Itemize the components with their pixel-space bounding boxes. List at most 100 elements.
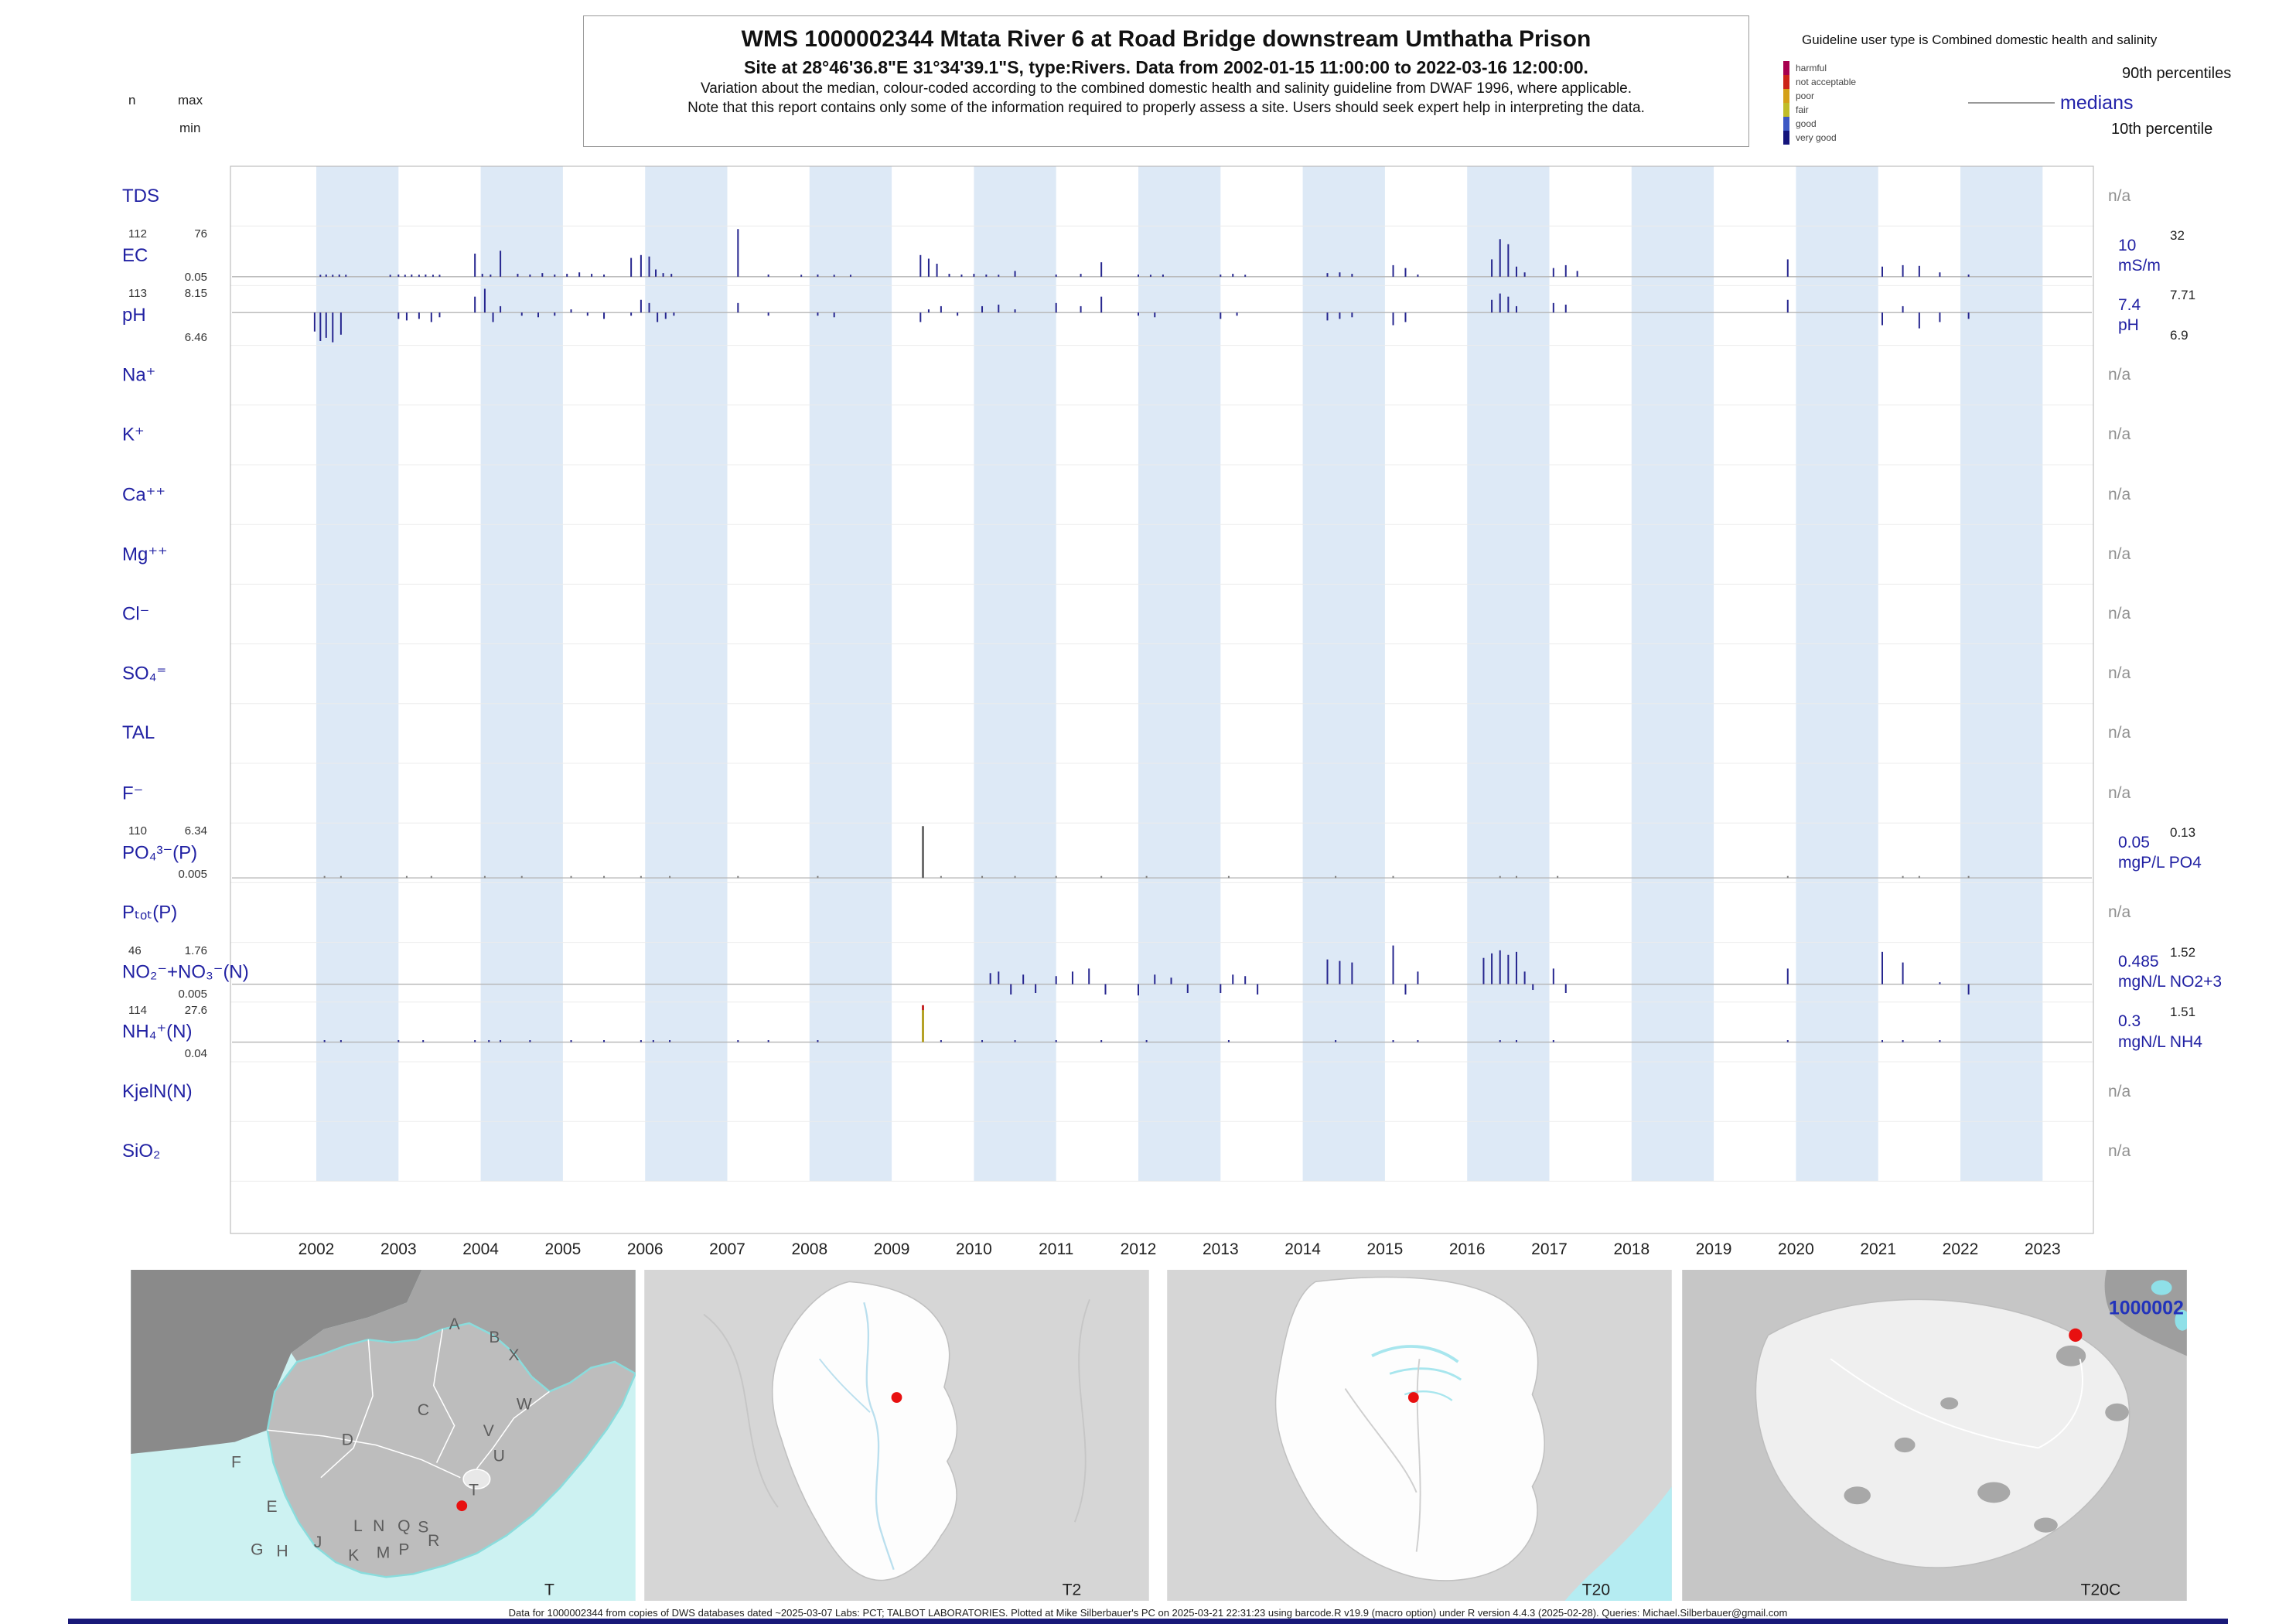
param-label: Ca⁺⁺ [122, 484, 166, 506]
region-letter-L: L [353, 1517, 363, 1535]
region-letter-B: B [489, 1329, 500, 1346]
urban-area [1977, 1482, 2011, 1503]
map-quaternary-catchment-T20C: 1000002 T20C [1682, 1270, 2190, 1601]
map-t20-svg: T20 [1167, 1270, 1672, 1601]
row-summary: 10 mS/m 32 [2097, 226, 2292, 285]
param-label: Cl⁻ [122, 603, 150, 625]
report-title: WMS 1000002344 Mtata River 6 at Road Bri… [741, 26, 1592, 52]
provenance-footer: Data for 1000002344 from copies of DWS d… [508, 1607, 1788, 1619]
region-letter-T: T [469, 1482, 479, 1499]
p90-value: 32 [2170, 228, 2185, 244]
year-band [1796, 166, 1878, 1182]
row-summary: n/a [2097, 346, 2292, 405]
wetland-channels [1389, 1367, 1462, 1381]
p10-legend-label: 10th percentile [2111, 121, 2213, 138]
timeseries-plot: 2002 2003 2004 2005 2006 2007 2008 2009 2010 2011… [230, 165, 2094, 1258]
row-header: KjelN(N) [116, 1062, 229, 1121]
row-header: Mg⁺⁺ [116, 524, 229, 584]
row-summary: n/a [2097, 882, 2292, 942]
guideline-user-type-label: Guideline user type is Combined domestic… [1802, 32, 2158, 47]
p90-value: 1.52 [2170, 944, 2196, 960]
region-letter-F: F [231, 1453, 241, 1471]
row-header: NH₄⁺(N) 114 27.6 0.04 [116, 1002, 229, 1062]
row-summary: n/a [2097, 524, 2292, 584]
unit-label: mgP/L PO4 [2118, 853, 2202, 872]
row-header: K⁺ [116, 405, 229, 465]
not-available-label: n/a [2108, 544, 2131, 563]
urban-area [1844, 1486, 1871, 1505]
param-label: pH [122, 304, 146, 326]
map-panel-tag: T20C [2081, 1581, 2121, 1598]
parameter-label-column: TDS EC 112 76 0.05 pH 113 8.15 6.46 Na⁺ K⁺ Ca⁺⁺ Mg⁺⁺… [116, 185, 249, 1162]
drainage-region-letters: A BX W C VU D T F E L N Q SR G H J K M P [231, 1315, 532, 1564]
region-letter-K: K [348, 1547, 359, 1564]
quality-swatch-poor [1783, 89, 1789, 103]
min-value: 0.04 [184, 1046, 207, 1060]
background-river [1073, 1299, 1090, 1523]
site-location-dot [891, 1392, 902, 1403]
median-line-sample [1968, 102, 2055, 104]
map-t2-svg: T2 [644, 1270, 1149, 1601]
region-letter-J: J [314, 1534, 322, 1551]
neighbour-landmass-dark [131, 1270, 422, 1454]
year-band [480, 166, 563, 1182]
quality-swatch-not-acceptable [1783, 75, 1789, 89]
quality-swatch-good [1783, 117, 1789, 131]
year-tick-label: 2009 [874, 1240, 910, 1258]
year-tick-label: 2004 [462, 1240, 499, 1258]
median-and-unit: 10 mS/m [2118, 236, 2161, 277]
year-band [316, 166, 399, 1182]
region-letter-D: D [342, 1431, 353, 1448]
stats-key-max: max [178, 93, 203, 107]
urban-area [2105, 1403, 2129, 1421]
min-value: 0.005 [178, 987, 207, 1001]
year-tick-label: 2022 [1943, 1240, 1979, 1258]
not-available-label: n/a [2108, 1141, 2131, 1160]
year-tick-label: 2023 [2025, 1240, 2061, 1258]
not-available-label: n/a [2108, 724, 2131, 742]
param-label: NH₄⁺(N) [122, 1021, 193, 1042]
year-band [1960, 166, 2043, 1182]
param-label: TAL [122, 722, 155, 744]
row-header: Pₜₒₜ(P) [116, 882, 229, 942]
min-value: 0.005 [178, 868, 207, 882]
quality-swatch-very-good [1783, 131, 1789, 145]
site-location-dot [456, 1500, 468, 1512]
median-value: 0.485 [2118, 952, 2159, 971]
background-river [703, 1313, 779, 1508]
region-boundary [476, 1390, 550, 1469]
map-national-svg: A BX W C VU D T F E L N Q SR G H J K M P T [131, 1270, 637, 1601]
year-band [1467, 166, 1550, 1182]
quality-swatch-fair [1783, 103, 1789, 117]
catchment-outline [771, 1281, 958, 1581]
min-value: 0.05 [184, 271, 207, 285]
quality-label: fair [1796, 104, 1809, 115]
row-summary: n/a [2097, 644, 2292, 704]
neighbour-landmass [291, 1270, 636, 1392]
row-summary: n/a [2097, 1121, 2292, 1181]
median-and-unit: 0.05 mgP/L PO4 [2118, 833, 2202, 874]
quality-swatch-harmful [1783, 61, 1789, 75]
year-band [1138, 166, 1221, 1182]
year-tick-label: 2012 [1121, 1240, 1157, 1258]
row-summary: n/a [2097, 584, 2292, 643]
param-label: Na⁺ [122, 364, 156, 386]
row-summary: n/a [2097, 405, 2292, 465]
not-available-label: n/a [2108, 1082, 2131, 1100]
urban-area [1894, 1437, 1916, 1453]
param-label: TDS [122, 185, 159, 206]
region-letter-P: P [398, 1541, 409, 1559]
not-available-label: n/a [2108, 186, 2131, 205]
param-label: NO₂⁻+NO₃⁻(N) [122, 961, 249, 983]
region-boundary [320, 1339, 374, 1479]
urban-area [2034, 1517, 2058, 1533]
unit-label: mgN/L NO2+3 [2118, 973, 2223, 991]
not-available-label: n/a [2108, 604, 2131, 623]
wetland-channels [1404, 1390, 1453, 1401]
year-tick-label: 2010 [956, 1240, 992, 1258]
medians-legend-label: medians [2060, 92, 2134, 114]
quality-label: poor [1796, 90, 1815, 101]
median-and-unit: 0.485 mgN/L NO2+3 [2118, 952, 2222, 993]
water-body [2151, 1280, 2172, 1295]
